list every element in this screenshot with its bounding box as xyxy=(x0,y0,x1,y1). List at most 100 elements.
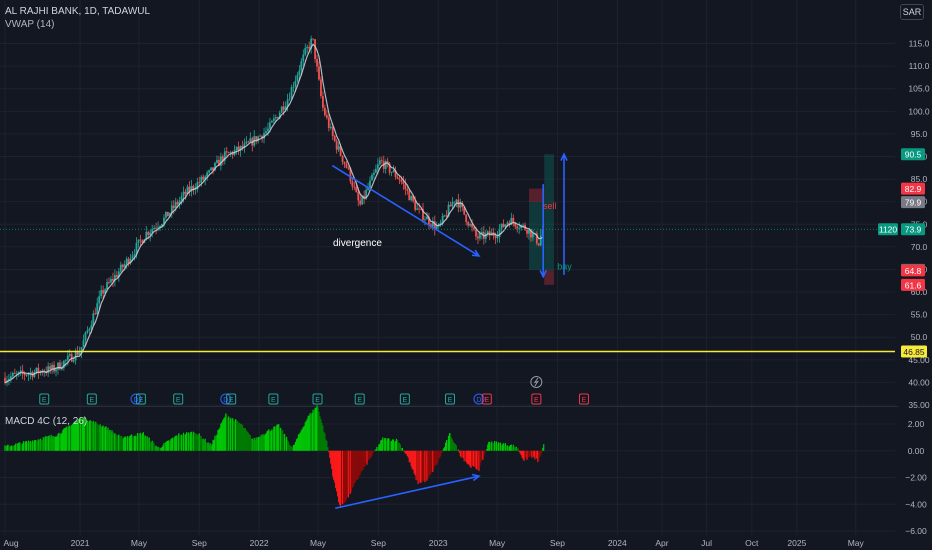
candle xyxy=(204,176,207,180)
price-tick-label: 35.00 xyxy=(908,400,930,410)
macd-bar xyxy=(321,422,323,451)
candle xyxy=(115,275,118,277)
price-tag xyxy=(901,182,925,195)
macd-bar xyxy=(333,450,335,480)
time-axis-bg xyxy=(0,536,932,550)
candle xyxy=(388,163,391,173)
macd-bar xyxy=(322,425,324,451)
macd-bar xyxy=(275,426,277,451)
macd-bar xyxy=(110,432,112,451)
macd-bar xyxy=(66,426,68,451)
macd-bar xyxy=(13,445,15,451)
macd-bar xyxy=(295,439,298,451)
macd-bar xyxy=(501,444,504,451)
macd-bar xyxy=(504,443,507,451)
macd-bar xyxy=(158,447,160,451)
candle xyxy=(96,303,99,315)
macd-bar xyxy=(144,435,146,451)
vwap-legend[interactable]: VWAP (14) xyxy=(5,19,55,30)
candle xyxy=(214,162,216,171)
macd-bar xyxy=(402,450,404,451)
candle xyxy=(526,229,528,234)
candle xyxy=(245,141,248,144)
macd-bar xyxy=(537,450,539,463)
candle xyxy=(62,360,65,368)
price-tag xyxy=(901,264,925,277)
candle xyxy=(196,182,199,190)
macd-bar xyxy=(150,442,152,451)
candle xyxy=(114,275,116,281)
macd-bar xyxy=(85,420,88,451)
macd-bar xyxy=(511,447,513,451)
price-tick-label: 85.0 xyxy=(911,174,928,184)
macd-bar xyxy=(318,411,320,451)
macd-bar xyxy=(440,450,442,457)
macd-bar xyxy=(60,433,62,451)
candle xyxy=(27,373,30,376)
macd-bar xyxy=(301,428,303,451)
macd-bar xyxy=(123,437,125,451)
candle xyxy=(192,185,195,190)
candle xyxy=(506,222,509,225)
macd-bar xyxy=(234,421,236,451)
macd-bar xyxy=(441,450,443,453)
macd-bar xyxy=(142,432,144,451)
earnings-marker-label: E xyxy=(229,397,234,404)
macd-bar xyxy=(61,432,63,451)
currency-button[interactable]: SAR xyxy=(900,4,924,20)
candle xyxy=(276,117,279,119)
macd-bar xyxy=(276,424,278,451)
macd-bar xyxy=(525,450,527,458)
macd-bar xyxy=(334,450,336,483)
flash-icon xyxy=(533,377,540,387)
macd-bar xyxy=(151,440,153,451)
macd-bar xyxy=(234,419,237,451)
macd-bar xyxy=(316,405,318,451)
macd-bar xyxy=(140,435,142,451)
macd-bar xyxy=(394,441,397,451)
macd-bar xyxy=(146,436,148,451)
earnings-marker xyxy=(578,393,589,405)
candle xyxy=(239,145,242,151)
candle xyxy=(339,146,342,156)
macd-bar xyxy=(444,442,447,451)
candle xyxy=(19,370,22,373)
macd-bar xyxy=(208,444,210,451)
macd-bar xyxy=(464,450,466,462)
earnings-marker xyxy=(135,393,146,405)
macd-bar xyxy=(391,440,393,451)
macd-bar xyxy=(190,431,193,451)
macd-bar xyxy=(541,450,543,453)
macd-bar xyxy=(376,446,378,451)
macd-bar xyxy=(479,450,481,467)
macd-bar xyxy=(335,450,337,489)
earnings-marker-label: E xyxy=(403,397,408,404)
macd-bar xyxy=(498,442,501,451)
dividend-marker xyxy=(220,393,232,405)
macd-bar xyxy=(277,424,279,451)
macd-bar xyxy=(231,418,233,451)
candle xyxy=(23,373,26,376)
candle xyxy=(123,264,126,268)
earnings-marker-label: E xyxy=(90,397,95,404)
price-tick-label: 45.00 xyxy=(908,355,930,365)
candle xyxy=(329,126,332,128)
earnings-marker xyxy=(445,393,455,405)
candle xyxy=(473,227,475,230)
candle xyxy=(15,373,18,375)
macd-legend[interactable]: MACD 4C (12, 26) xyxy=(5,416,88,427)
macd-bar xyxy=(99,424,101,451)
candle xyxy=(371,174,373,181)
macd-bar xyxy=(326,440,328,451)
candle xyxy=(133,254,136,256)
macd-bar xyxy=(23,441,25,451)
candle xyxy=(392,170,395,173)
candle xyxy=(218,159,220,166)
macd-bar xyxy=(124,436,126,451)
macd-bar xyxy=(174,436,176,451)
price-tag xyxy=(901,278,925,291)
candle xyxy=(320,79,322,97)
macd-bar xyxy=(519,450,521,454)
macd-bar xyxy=(39,438,41,451)
